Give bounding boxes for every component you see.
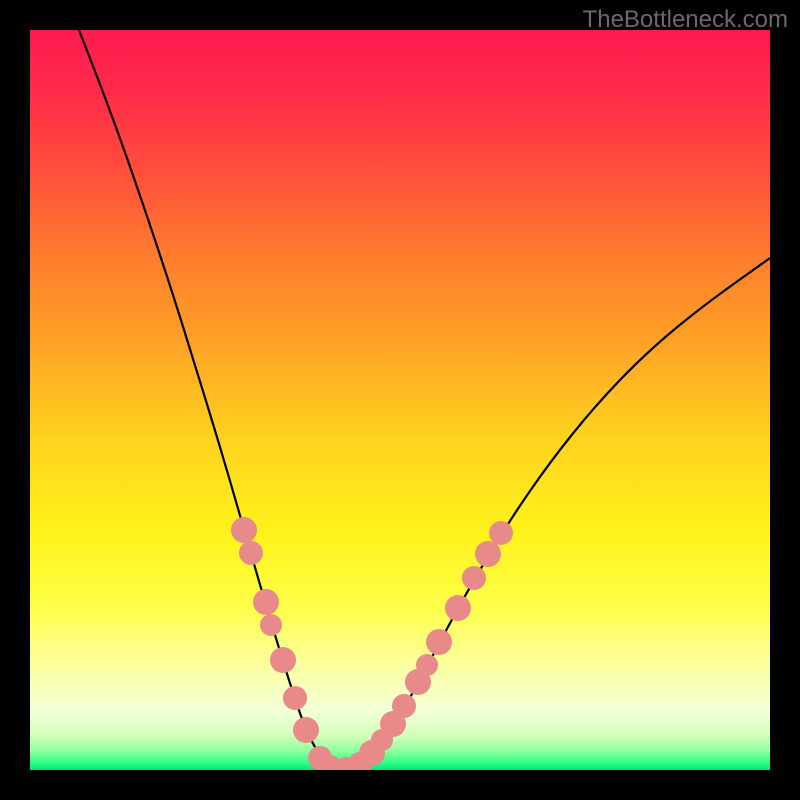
curve-right-branch <box>340 258 770 770</box>
scatter-dot <box>462 566 486 590</box>
scatter-dot <box>231 517 257 543</box>
scatter-dot <box>260 614 282 636</box>
scatter-dot <box>489 521 513 545</box>
scatter-dot <box>253 589 279 615</box>
scatter-dot <box>426 629 452 655</box>
scatter-dot <box>283 686 307 710</box>
scatter-dot <box>239 541 263 565</box>
plot-area <box>30 30 770 770</box>
scatter-dot <box>445 595 471 621</box>
curve-left-branch <box>79 30 340 770</box>
scatter-dot <box>293 717 319 743</box>
scatter-dot <box>270 647 296 673</box>
scatter-dot <box>392 694 416 718</box>
chart-container: TheBottleneck.com <box>0 0 800 800</box>
scatter-dots <box>231 517 513 770</box>
scatter-dot <box>475 541 501 567</box>
scatter-dot <box>416 654 438 676</box>
curve-layer <box>30 30 770 770</box>
